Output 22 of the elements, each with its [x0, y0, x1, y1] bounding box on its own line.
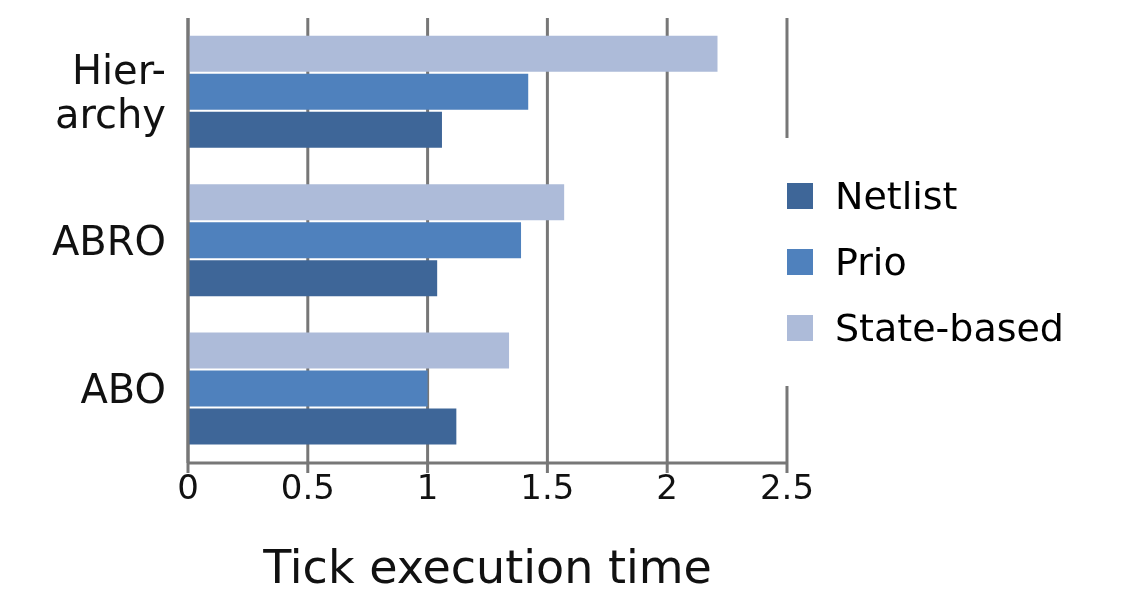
bar — [188, 408, 457, 445]
bar — [188, 73, 529, 110]
y-tick-label: Hier- archy — [54, 47, 166, 138]
bar — [188, 35, 718, 72]
x-tick-label: 1 — [416, 467, 439, 508]
y-tick-label: ABO — [80, 365, 166, 412]
x-tick-label: 0.5 — [280, 467, 335, 508]
bar — [188, 260, 438, 297]
bar — [188, 370, 428, 407]
x-tick-label: 0 — [177, 467, 199, 508]
bar — [188, 222, 522, 259]
bar — [188, 332, 510, 369]
x-axis-title: Tick execution time — [262, 540, 712, 594]
bar — [188, 184, 565, 221]
legend-label: Prio — [834, 240, 907, 284]
legend-label: State-based — [834, 306, 1064, 350]
x-tick-label: 2.5 — [759, 467, 815, 508]
bar — [188, 111, 442, 148]
y-tick-label: ABRO — [51, 217, 166, 264]
legend-label: Netlist — [834, 174, 958, 218]
x-tick-label: 2 — [656, 467, 679, 508]
x-tick-label: 1.5 — [520, 467, 575, 508]
